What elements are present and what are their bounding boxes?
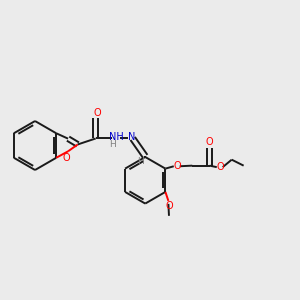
Text: O: O (206, 137, 213, 147)
Text: H: H (137, 157, 144, 166)
Text: O: O (93, 108, 101, 118)
Text: O: O (173, 160, 181, 171)
Text: N: N (128, 132, 135, 142)
Text: NH: NH (109, 132, 123, 142)
Text: H: H (109, 140, 116, 149)
Text: O: O (216, 162, 224, 172)
Text: O: O (166, 201, 173, 211)
Text: O: O (63, 153, 70, 163)
